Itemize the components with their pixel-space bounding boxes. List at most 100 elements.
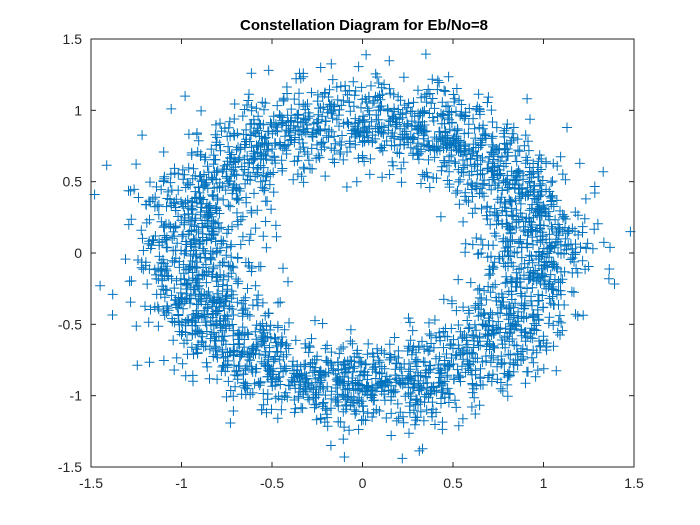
scatter-point	[357, 137, 368, 148]
scatter-point	[153, 321, 164, 332]
scatter-point	[251, 341, 262, 352]
scatter-point	[171, 275, 182, 286]
scatter-point	[262, 168, 273, 179]
scatter-point	[372, 343, 383, 354]
scatter-point	[495, 169, 506, 179]
scatter-point	[544, 278, 555, 289]
scatter-point	[353, 424, 364, 435]
scatter-point	[547, 190, 558, 201]
scatter-point	[541, 156, 551, 167]
scatter-point	[398, 157, 409, 168]
scatter-point	[526, 217, 537, 228]
scatter-point	[557, 169, 568, 180]
scatter-point	[272, 100, 283, 111]
scatter-point	[458, 354, 469, 365]
scatter-point	[407, 134, 418, 145]
scatter-point	[283, 343, 294, 354]
scatter-point	[169, 365, 180, 375]
scatter-point	[151, 289, 162, 300]
scatter-point	[183, 315, 194, 326]
scatter-point	[174, 262, 185, 273]
scatter-point	[259, 185, 269, 196]
scatter-point	[383, 120, 394, 131]
scatter-point	[338, 406, 349, 417]
scatter-point	[360, 415, 371, 426]
scatter-point	[461, 195, 472, 206]
scatter-point	[511, 340, 522, 351]
scatter-point	[276, 404, 287, 415]
scatter-point	[476, 234, 486, 245]
scatter-point	[405, 131, 416, 142]
scatter-point	[322, 421, 333, 432]
scatter-point	[237, 111, 248, 122]
scatter-point	[159, 271, 170, 282]
scatter-point	[481, 202, 492, 213]
scatter-point	[393, 413, 404, 424]
scatter-point	[318, 137, 329, 148]
scatter-point	[357, 150, 368, 161]
scatter-point	[158, 254, 168, 265]
scatter-point	[281, 363, 292, 374]
scatter-point	[304, 394, 315, 405]
scatter-point	[471, 380, 482, 391]
scatter-point	[252, 300, 263, 311]
scatter-point	[427, 74, 438, 85]
scatter-point	[386, 408, 397, 419]
scatter-point	[233, 328, 244, 338]
scatter-point	[460, 367, 471, 378]
scatter-point	[207, 173, 218, 184]
scatter-point	[245, 175, 256, 186]
scatter-point	[298, 162, 309, 173]
scatter-point	[539, 256, 550, 267]
scatter-point	[225, 241, 236, 252]
scatter-point	[186, 203, 197, 214]
scatter-point	[187, 370, 198, 381]
scatter-point	[205, 252, 216, 263]
scatter-point	[292, 122, 303, 132]
scatter-point	[194, 327, 205, 338]
scatter-point	[515, 208, 526, 219]
scatter-point	[423, 154, 434, 165]
scatter-point	[230, 381, 241, 392]
scatter-point	[213, 281, 224, 292]
scatter-point	[206, 254, 217, 265]
scatter-point	[446, 353, 457, 363]
scatter-point	[418, 130, 429, 141]
scatter-point	[559, 211, 570, 222]
scatter-point	[218, 274, 229, 285]
scatter-point	[228, 391, 239, 402]
scatter-point	[548, 284, 559, 295]
scatter-point	[497, 357, 507, 368]
scatter-point	[368, 351, 379, 362]
scatter-point	[258, 399, 269, 410]
scatter-point	[536, 153, 547, 164]
scatter-point	[573, 229, 584, 240]
scatter-point	[214, 139, 225, 150]
scatter-point	[450, 158, 461, 169]
scatter-point	[556, 289, 566, 300]
scatter-point	[160, 284, 171, 295]
scatter-point	[518, 313, 529, 324]
scatter-point	[301, 373, 312, 384]
scatter-point	[415, 108, 426, 119]
scatter-point	[400, 378, 411, 389]
scatter-point	[197, 270, 208, 281]
scatter-point	[270, 119, 281, 130]
scatter-point	[208, 190, 219, 201]
scatter-point	[560, 174, 571, 185]
scatter-point	[428, 404, 438, 415]
chart-title: Constellation Diagram for Eb/No=8	[240, 17, 488, 34]
scatter-point	[477, 239, 488, 250]
scatter-point	[272, 320, 283, 331]
scatter-point	[221, 391, 232, 402]
scatter-point	[212, 132, 222, 143]
scatter-point	[318, 102, 329, 113]
scatter-point	[495, 156, 506, 166]
scatter-point	[208, 150, 219, 161]
scatter-point	[448, 334, 459, 345]
scatter-point	[497, 218, 507, 229]
scatter-point	[450, 395, 460, 406]
scatter-point	[549, 300, 559, 310]
scatter-point	[518, 221, 529, 232]
scatter-point	[276, 394, 287, 405]
